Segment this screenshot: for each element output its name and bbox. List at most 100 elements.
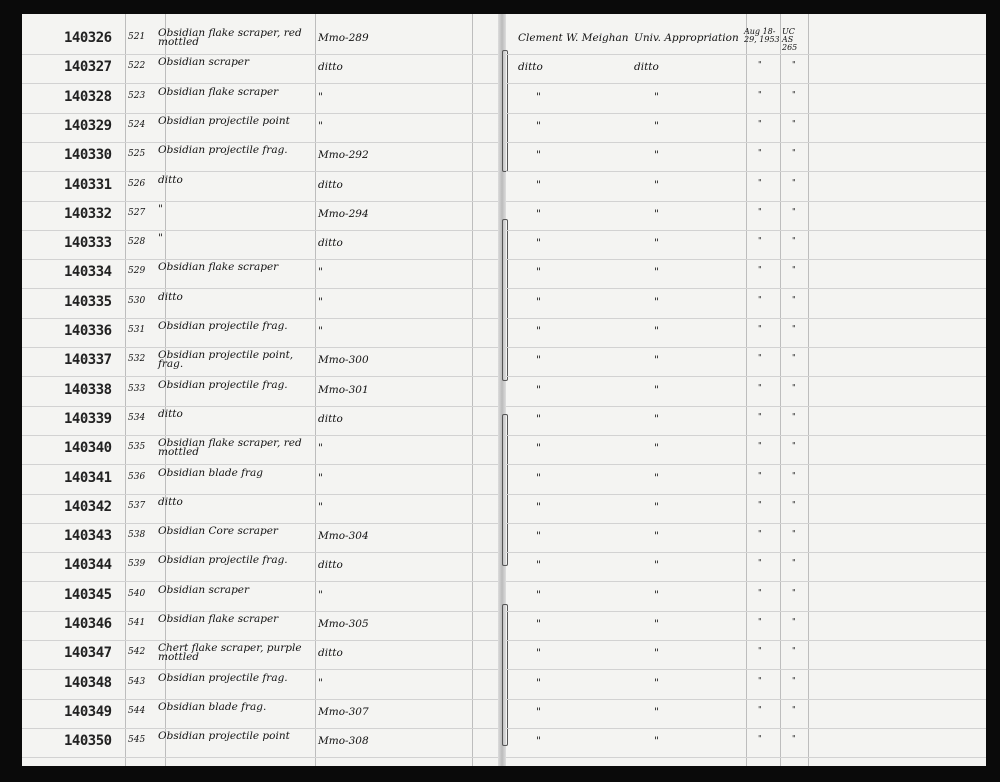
ruled-line: [22, 581, 498, 583]
ledger-row: " " " ": [506, 700, 986, 729]
accession-number: Mmo-294: [318, 207, 369, 220]
catalog-number: 140330: [64, 147, 112, 164]
ledger-row: 140345 540 Obsidian scraper ": [22, 583, 498, 612]
field-number: 541: [128, 618, 146, 628]
catalog-number: 140329: [64, 117, 112, 134]
collector: ": [536, 178, 541, 191]
ruled-line: [22, 141, 498, 143]
field-number: 536: [128, 471, 146, 482]
source: ": [654, 735, 659, 748]
ruled-line: [506, 83, 986, 85]
ruled-line: [506, 464, 986, 466]
site-number: ": [792, 148, 796, 158]
date-collected: ": [758, 675, 762, 685]
field-number: 529: [128, 266, 146, 277]
field-number: 540: [128, 588, 146, 599]
site-number: ": [792, 294, 796, 304]
site-number: ": [792, 499, 796, 509]
ruled-line: [22, 259, 498, 261]
ruled-line: [22, 112, 498, 114]
date-collected: ": [758, 617, 762, 626]
ledger-row: " " " ": [506, 641, 986, 671]
ledger-row: 140332 527 " Mmo-294: [22, 202, 498, 231]
catalog-number: 140349: [64, 703, 112, 720]
ledger-row: " " " ": [506, 553, 986, 583]
ruled-line: [506, 434, 986, 436]
item-description: Obsidian projectile frag.: [158, 320, 288, 332]
accession-number: ": [318, 500, 323, 513]
ledger-row: 140329 524 Obsidian projectile point ": [22, 114, 498, 143]
field-number: 521: [128, 32, 146, 42]
ledger-row: " " " ": [506, 729, 986, 759]
field-number: 544: [128, 705, 146, 716]
catalog-number: 140347: [64, 645, 112, 662]
item-description: Obsidian blade frag: [158, 466, 264, 479]
source: ": [654, 149, 659, 162]
site-number: ": [792, 353, 796, 363]
site-number: ": [792, 617, 796, 626]
ledger-row: ditto ditto " ": [506, 55, 986, 85]
field-number: 528: [128, 237, 146, 248]
collector: Clement W. Meighan: [518, 32, 629, 44]
ruled-line: [506, 288, 986, 290]
source: ": [654, 90, 659, 103]
date-collected: ": [758, 60, 762, 70]
source: ": [654, 676, 659, 689]
date-collected: ": [758, 411, 762, 421]
field-number: 538: [128, 530, 146, 541]
ledger-row: " " " ": [506, 671, 986, 700]
accession-number: ditto: [318, 647, 343, 660]
collector: ": [536, 705, 541, 718]
collector: ": [536, 588, 541, 601]
date-collected: ": [758, 499, 762, 509]
ruled-line: [22, 493, 498, 495]
ruled-line: [506, 317, 986, 319]
date-collected: ": [758, 587, 762, 597]
accession-number: ": [318, 676, 323, 689]
ruled-line: [22, 83, 498, 85]
date-collected: ": [758, 470, 762, 480]
collector: ": [536, 412, 541, 425]
item-description: ditto: [158, 495, 183, 508]
accession-number: ditto: [318, 178, 343, 191]
site-number: ": [792, 587, 796, 597]
collector: ": [536, 647, 541, 660]
collector: ": [536, 354, 541, 367]
collector: ": [536, 119, 541, 132]
ledger-row: 140344 539 Obsidian projectile frag. ditto: [22, 553, 498, 583]
date-collected: ": [758, 704, 762, 714]
source: ": [654, 412, 659, 425]
collector: ": [536, 735, 541, 748]
catalog-number: 140326: [64, 30, 112, 46]
catalog-number: 140332: [64, 205, 112, 222]
ruled-line: [22, 347, 498, 348]
ledger-row: 140338 533 Obsidian projectile frag. Mmo-30…: [22, 378, 498, 407]
source: ": [654, 207, 659, 220]
item-description: Obsidian flake scraper: [158, 261, 279, 274]
ledger-row: " " " ": [506, 143, 986, 173]
source: ": [654, 178, 659, 191]
collector: ": [536, 149, 541, 162]
ruled-line: [22, 698, 498, 700]
ledger-left-page: 140326 521 Obsidian flake scraper, red mot…: [22, 14, 498, 766]
binding-bracket: [502, 604, 508, 746]
site-number: ": [792, 265, 796, 275]
accession-number: Mmo-308: [318, 735, 369, 748]
collector: ": [536, 471, 541, 484]
binding-bracket: [502, 50, 508, 172]
collector: ": [536, 237, 541, 250]
item-description: ": [158, 202, 163, 215]
accession-number: Mmo-304: [318, 530, 369, 543]
item-description: Obsidian projectile frag.: [158, 378, 288, 391]
accession-number: Mmo-300: [318, 354, 369, 367]
item-description: Obsidian flake scraper: [158, 613, 279, 625]
catalog-number: 140328: [64, 88, 112, 105]
source: ": [654, 618, 659, 630]
ruled-line: [506, 640, 986, 641]
source: ": [654, 500, 659, 513]
collector: ": [536, 559, 541, 572]
source: ": [654, 442, 659, 455]
item-description: ": [158, 232, 163, 245]
site-number: ": [792, 236, 796, 246]
source: Univ. Appropriation: [634, 32, 739, 44]
